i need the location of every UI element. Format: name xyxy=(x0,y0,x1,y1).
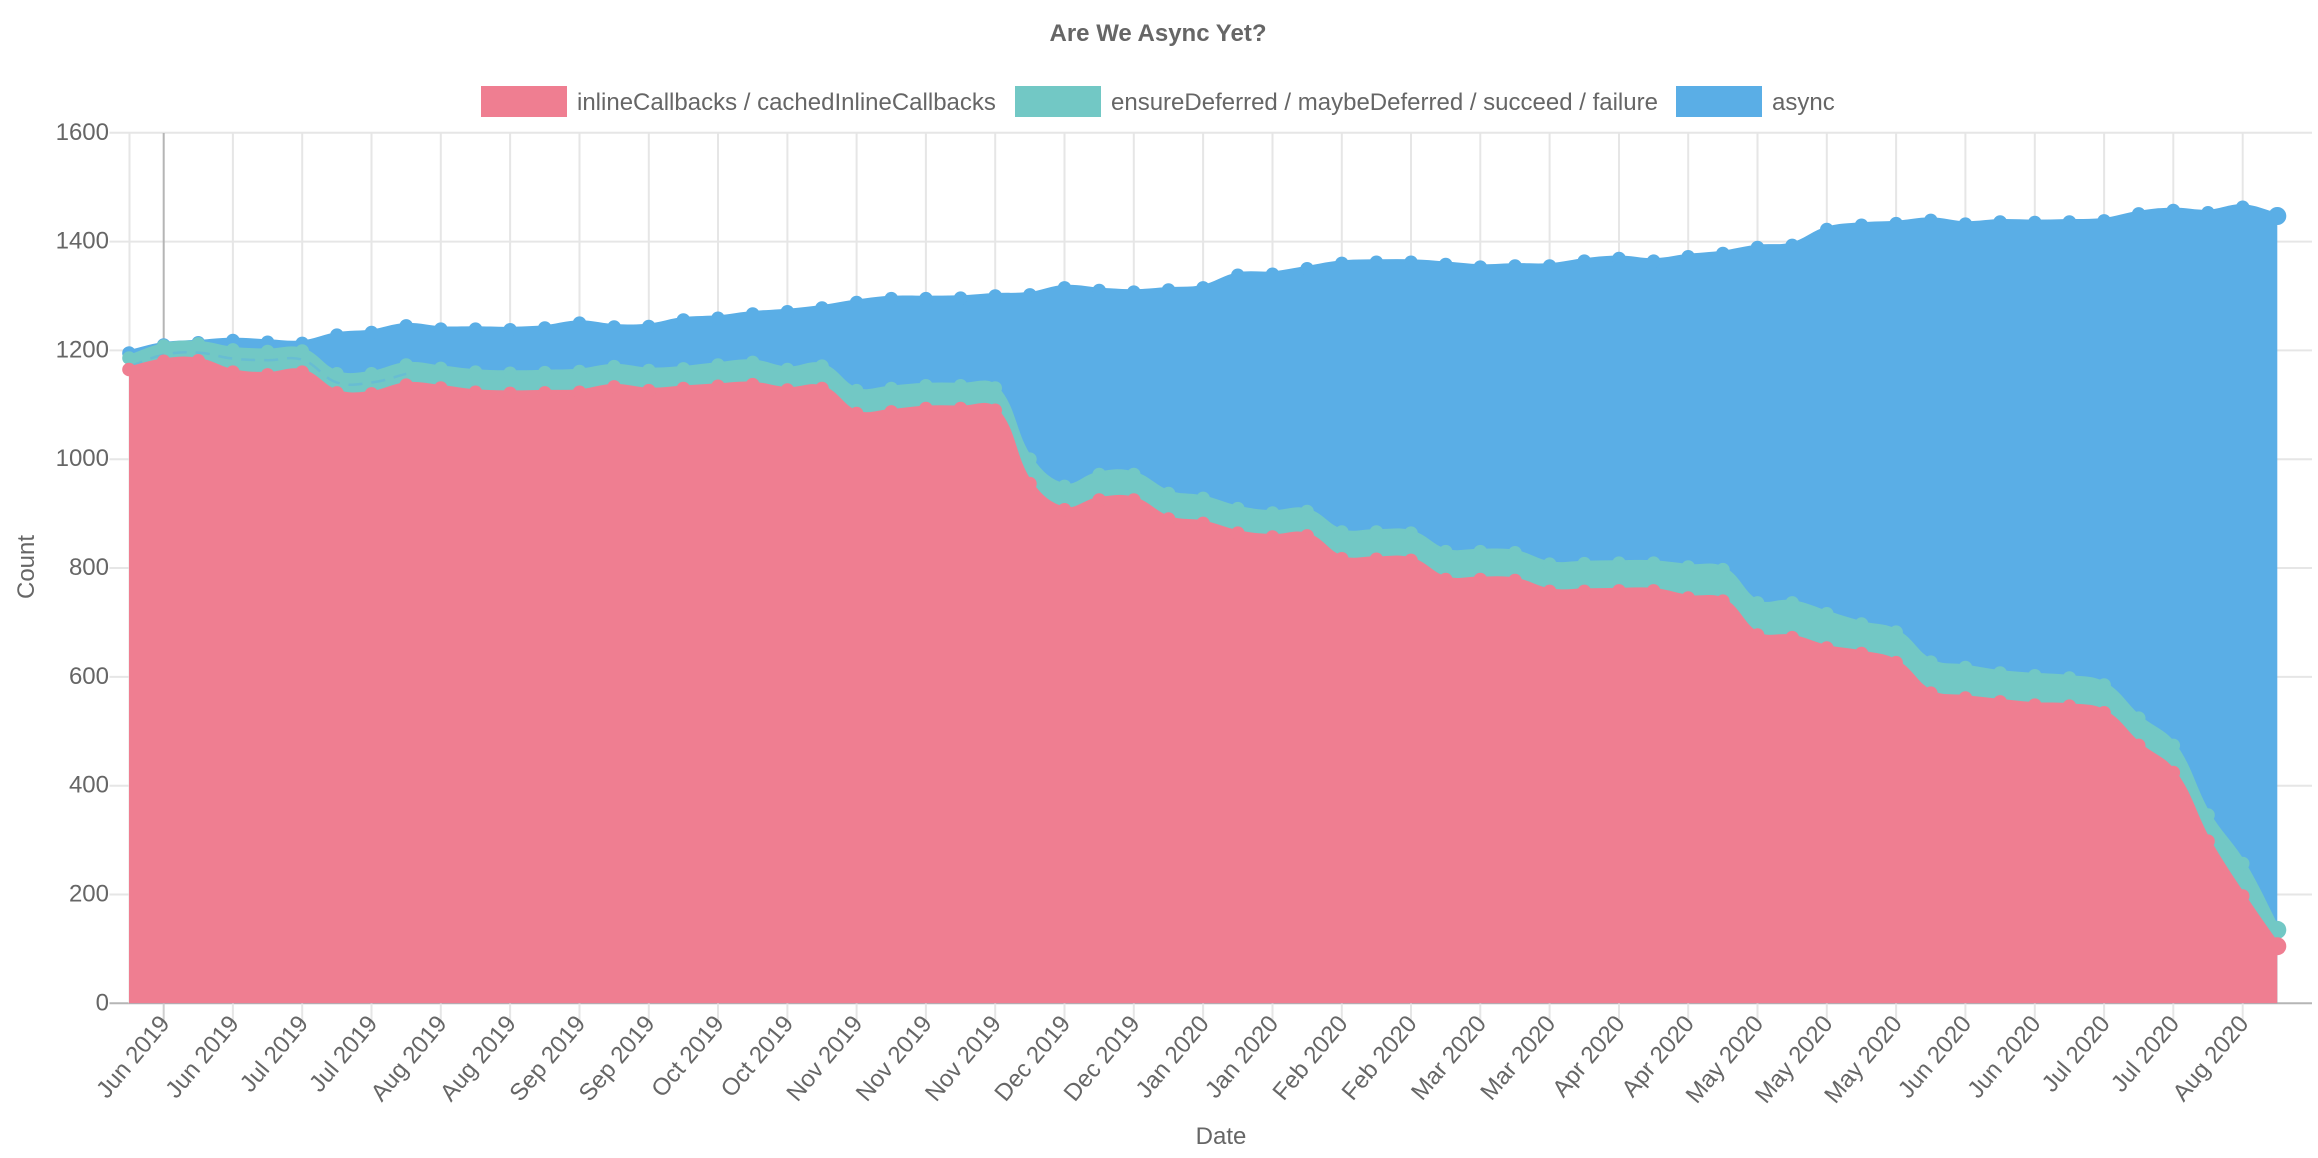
svg-text:1200: 1200 xyxy=(56,336,109,363)
svg-text:async: async xyxy=(1772,89,1835,116)
svg-text:400: 400 xyxy=(69,772,109,799)
svg-text:Date: Date xyxy=(1196,1123,1247,1150)
svg-text:800: 800 xyxy=(69,554,109,581)
svg-text:200: 200 xyxy=(69,881,109,908)
svg-text:ensureDeferred / maybeDeferred: ensureDeferred / maybeDeferred / succeed… xyxy=(1111,89,1658,116)
svg-text:1600: 1600 xyxy=(56,119,109,146)
svg-text:1000: 1000 xyxy=(56,445,109,472)
svg-text:Are We Async Yet?: Are We Async Yet? xyxy=(1050,20,1267,47)
svg-text:0: 0 xyxy=(96,989,109,1016)
svg-text:1400: 1400 xyxy=(56,228,109,255)
svg-text:Count: Count xyxy=(13,535,40,599)
svg-text:inlineCallbacks / cachedInline: inlineCallbacks / cachedInlineCallbacks xyxy=(577,89,996,116)
svg-text:600: 600 xyxy=(69,663,109,690)
